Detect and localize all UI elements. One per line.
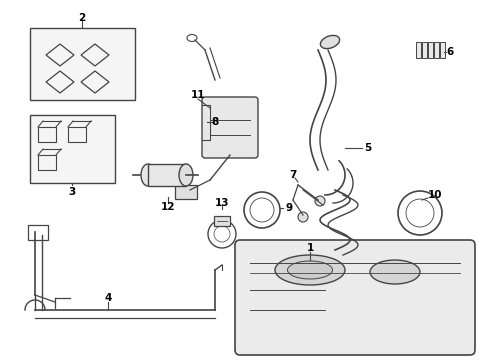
- Bar: [38, 155, 56, 170]
- Text: 2: 2: [78, 13, 85, 23]
- Ellipse shape: [320, 35, 339, 49]
- Ellipse shape: [274, 255, 345, 285]
- Text: 6: 6: [446, 47, 453, 57]
- FancyBboxPatch shape: [235, 240, 474, 355]
- Bar: [148, 164, 185, 186]
- Text: 12: 12: [161, 202, 175, 212]
- Text: 3: 3: [68, 187, 76, 197]
- Bar: [175, 185, 197, 199]
- Text: 5: 5: [364, 143, 371, 153]
- Text: 8: 8: [211, 117, 218, 127]
- Bar: [30, 115, 115, 183]
- Bar: [415, 42, 420, 58]
- Ellipse shape: [179, 164, 193, 186]
- Text: 7: 7: [289, 170, 296, 180]
- Text: 13: 13: [214, 198, 229, 208]
- Text: 9: 9: [285, 203, 292, 213]
- Circle shape: [314, 196, 325, 206]
- Bar: [68, 127, 86, 142]
- Ellipse shape: [369, 260, 419, 284]
- Bar: [28, 225, 48, 240]
- Bar: [439, 42, 444, 58]
- Bar: [30, 28, 135, 100]
- Text: 1: 1: [306, 243, 313, 253]
- Bar: [433, 42, 438, 58]
- Bar: [427, 42, 432, 58]
- Text: 4: 4: [104, 293, 111, 303]
- Text: 11: 11: [190, 90, 205, 100]
- FancyBboxPatch shape: [202, 97, 258, 158]
- Circle shape: [297, 212, 307, 222]
- Bar: [421, 42, 426, 58]
- Text: 10: 10: [427, 190, 441, 200]
- Ellipse shape: [287, 261, 332, 279]
- Ellipse shape: [141, 164, 155, 186]
- Bar: [214, 216, 229, 226]
- Bar: [38, 127, 56, 142]
